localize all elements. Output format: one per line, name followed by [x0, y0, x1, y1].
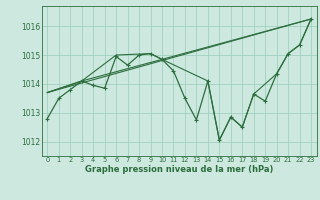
X-axis label: Graphe pression niveau de la mer (hPa): Graphe pression niveau de la mer (hPa) [85, 165, 273, 174]
